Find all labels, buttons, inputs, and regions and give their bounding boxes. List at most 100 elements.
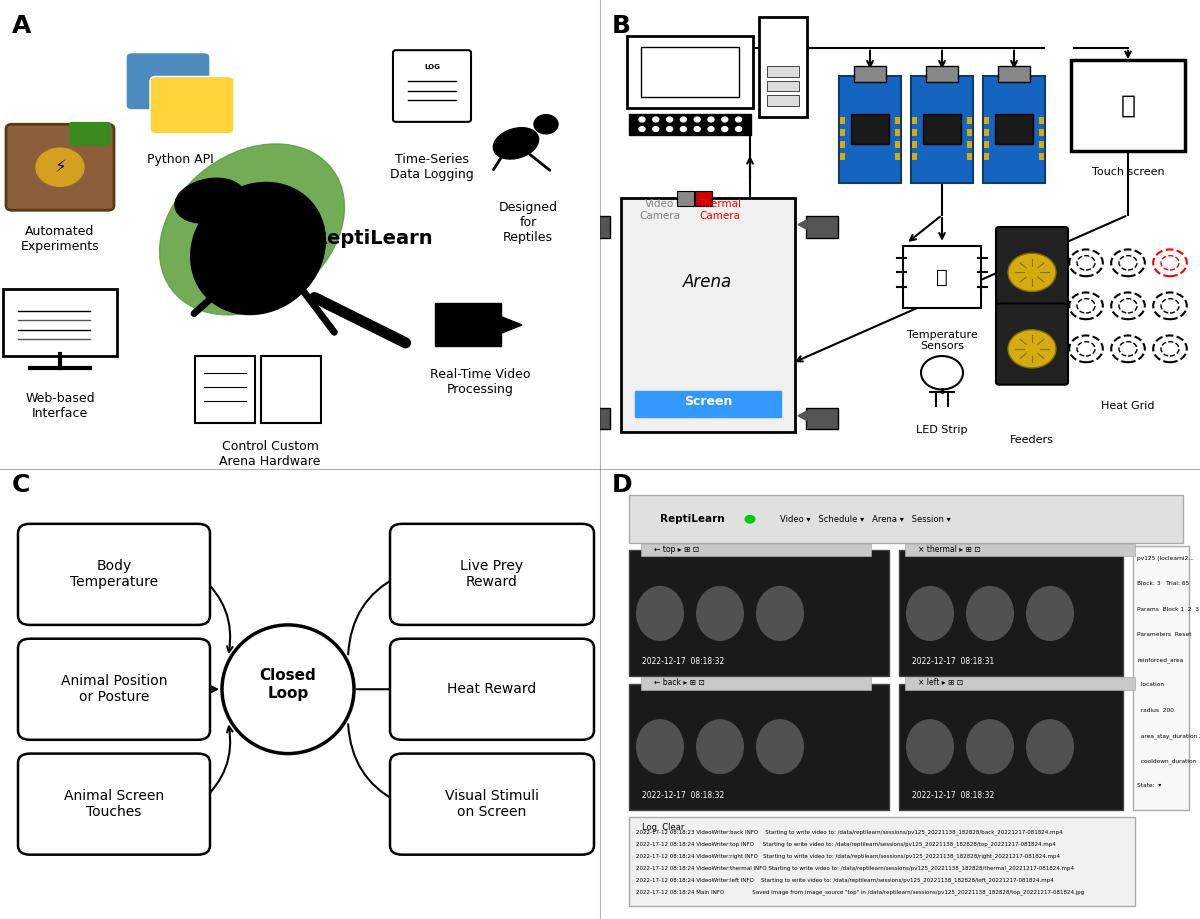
FancyBboxPatch shape: [6, 124, 114, 210]
Bar: [984, 117, 989, 124]
Text: ← top ▸ ⊞ ⊡: ← top ▸ ⊞ ⊡: [654, 545, 700, 553]
FancyArrowPatch shape: [530, 154, 550, 170]
Circle shape: [1153, 335, 1187, 362]
Ellipse shape: [696, 719, 744, 774]
Bar: [895, 153, 900, 160]
Text: Closed
Loop: Closed Loop: [259, 668, 317, 701]
FancyBboxPatch shape: [1072, 60, 1186, 151]
Text: Temperature
Sensors: Temperature Sensors: [907, 330, 977, 351]
FancyBboxPatch shape: [641, 47, 739, 96]
Polygon shape: [798, 220, 808, 230]
Text: area_stay_duration 2: area_stay_duration 2: [1138, 733, 1200, 739]
Circle shape: [722, 117, 727, 122]
Circle shape: [667, 127, 673, 131]
Bar: [984, 129, 989, 136]
Circle shape: [1069, 335, 1103, 362]
FancyBboxPatch shape: [436, 303, 502, 346]
Circle shape: [1120, 255, 1138, 270]
FancyBboxPatch shape: [906, 544, 1135, 556]
Text: Thermal
Camera: Thermal Camera: [698, 199, 742, 221]
Text: Touch screen: Touch screen: [1092, 167, 1164, 177]
Text: 2022-17-12 08:18:24 VideoWriter:left INFO    Starting to write video to: /data/r: 2022-17-12 08:18:24 VideoWriter:left INF…: [636, 877, 1054, 883]
Circle shape: [1008, 254, 1056, 291]
Polygon shape: [570, 411, 580, 421]
FancyBboxPatch shape: [983, 75, 1045, 183]
FancyBboxPatch shape: [904, 246, 982, 308]
FancyBboxPatch shape: [629, 817, 1135, 906]
FancyBboxPatch shape: [4, 289, 118, 356]
Ellipse shape: [175, 178, 245, 223]
Text: 2022-17-12 08:18:24 Main INFO                Saved image from image_source "top": 2022-17-12 08:18:24 Main INFO Saved imag…: [636, 890, 1085, 895]
FancyBboxPatch shape: [696, 190, 712, 206]
Circle shape: [1162, 299, 1178, 313]
Circle shape: [922, 356, 964, 390]
Circle shape: [736, 117, 742, 122]
Circle shape: [640, 117, 646, 122]
FancyBboxPatch shape: [635, 391, 781, 416]
Text: 🌡: 🌡: [936, 267, 948, 287]
FancyBboxPatch shape: [578, 408, 611, 428]
Text: radius  200: radius 200: [1138, 708, 1174, 712]
Bar: [984, 153, 989, 160]
Text: State:  ▾: State: ▾: [1138, 783, 1162, 789]
Text: Real-Time Video
Processing: Real-Time Video Processing: [430, 368, 530, 396]
FancyBboxPatch shape: [150, 76, 234, 134]
Text: Feeders: Feeders: [1010, 435, 1054, 445]
Text: 2022-17-12 08:18:24 VideoWriter:right INFO   Starting to write video to: /data/r: 2022-17-12 08:18:24 VideoWriter:right IN…: [636, 853, 1060, 859]
Ellipse shape: [696, 586, 744, 641]
Circle shape: [708, 117, 714, 122]
Circle shape: [695, 117, 701, 122]
Text: Parameters  Reset: Parameters Reset: [1138, 632, 1192, 637]
FancyBboxPatch shape: [839, 75, 901, 183]
Text: Heat Reward: Heat Reward: [448, 682, 536, 697]
Ellipse shape: [1026, 719, 1074, 774]
Bar: [912, 153, 917, 160]
FancyBboxPatch shape: [851, 114, 889, 144]
Text: ← back ▸ ⊞ ⊡: ← back ▸ ⊞ ⊡: [654, 678, 704, 686]
Polygon shape: [570, 220, 580, 230]
Text: pv125 (loclearni2...: pv125 (loclearni2...: [1138, 556, 1194, 561]
Circle shape: [1078, 299, 1096, 313]
Circle shape: [640, 127, 646, 131]
FancyBboxPatch shape: [70, 122, 112, 146]
Text: ✋: ✋: [1121, 93, 1135, 117]
Circle shape: [1008, 330, 1056, 368]
Ellipse shape: [636, 586, 684, 641]
FancyBboxPatch shape: [18, 639, 210, 740]
Text: ⚡: ⚡: [54, 158, 66, 176]
FancyBboxPatch shape: [677, 190, 694, 206]
Bar: [1039, 153, 1044, 160]
Text: Arena: Arena: [683, 273, 733, 291]
Text: C: C: [12, 473, 30, 497]
Ellipse shape: [222, 625, 354, 754]
FancyBboxPatch shape: [622, 199, 796, 433]
Ellipse shape: [1026, 586, 1074, 641]
Bar: [895, 129, 900, 136]
Text: 2022-17-12 08:18:23 VideoWriter:back INFO    Starting to write video to: /data/r: 2022-17-12 08:18:23 VideoWriter:back INF…: [636, 829, 1062, 835]
Text: 2022-12-17  08:18:31: 2022-12-17 08:18:31: [912, 657, 995, 666]
Circle shape: [1111, 335, 1145, 362]
Bar: [1039, 117, 1044, 124]
FancyArrowPatch shape: [194, 274, 238, 313]
FancyBboxPatch shape: [629, 114, 751, 135]
Circle shape: [736, 127, 742, 131]
Circle shape: [36, 148, 84, 187]
Circle shape: [653, 117, 659, 122]
Text: Block: 3   Trial: 65: Block: 3 Trial: 65: [1138, 581, 1189, 586]
Circle shape: [1078, 255, 1096, 270]
Polygon shape: [798, 411, 808, 421]
Circle shape: [680, 127, 686, 131]
Circle shape: [653, 127, 659, 131]
Ellipse shape: [756, 586, 804, 641]
FancyBboxPatch shape: [768, 95, 799, 106]
Circle shape: [1162, 255, 1178, 270]
Circle shape: [708, 127, 714, 131]
Bar: [895, 117, 900, 124]
Bar: [912, 141, 917, 148]
Text: × left ▸ ⊞ ⊡: × left ▸ ⊞ ⊡: [918, 678, 964, 686]
FancyBboxPatch shape: [629, 550, 889, 676]
FancyBboxPatch shape: [262, 356, 322, 423]
FancyBboxPatch shape: [18, 754, 210, 855]
Circle shape: [1069, 292, 1103, 319]
Text: LED Strip: LED Strip: [917, 425, 967, 436]
